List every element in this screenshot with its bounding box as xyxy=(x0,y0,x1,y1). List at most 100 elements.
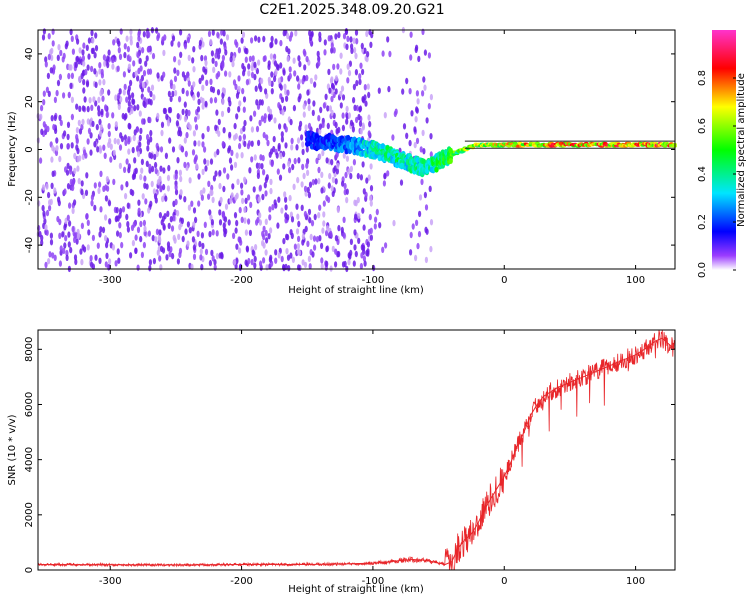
heatmap-noise-cell xyxy=(90,29,94,37)
heatmap-noise-cell xyxy=(102,144,106,151)
heatmap-noise-cell xyxy=(361,68,365,76)
heatmap-noise-cell xyxy=(415,44,419,51)
heatmap-noise-cell xyxy=(354,250,358,258)
heatmap-noise-cell xyxy=(118,88,122,95)
heatmap-noise-cell xyxy=(331,245,335,253)
heatmap-noise-cell xyxy=(276,222,280,229)
heatmap-noise-cell xyxy=(93,182,97,189)
heatmap-noise-cell xyxy=(257,196,261,203)
heatmap-noise-cell xyxy=(136,264,140,271)
heatmap-noise-cell xyxy=(413,141,417,149)
heatmap-noise-cell xyxy=(108,258,112,265)
heatmap-noise-cell xyxy=(140,251,144,259)
heatmap-noise-cell xyxy=(320,171,324,178)
heatmap-noise-cell xyxy=(240,216,244,223)
heatmap-noise-cell xyxy=(367,130,371,137)
heatmap-noise-cell xyxy=(221,98,225,106)
heatmap-noise-cell xyxy=(53,254,57,261)
heatmap-noise-cell xyxy=(47,53,51,61)
heatmap-noise-cell xyxy=(218,182,222,190)
heatmap-noise-cell xyxy=(417,230,422,238)
heatmap-noise-cell xyxy=(187,80,191,87)
heatmap-noise-cell xyxy=(159,146,164,153)
heatmap-noise-cell xyxy=(347,69,352,77)
heatmap-noise-cell xyxy=(269,42,273,49)
heatmap-noise-cell xyxy=(356,172,360,180)
heatmap-noise-cell xyxy=(80,258,84,266)
heatmap-noise-cell xyxy=(257,36,261,43)
snr-x-tick-label: -300 xyxy=(99,576,122,587)
heatmap-noise-cell xyxy=(214,60,218,68)
heatmap-noise-cell xyxy=(61,231,65,238)
heatmap-noise-cell xyxy=(267,113,271,121)
heatmap-noise-cell xyxy=(429,133,433,140)
heatmap-noise-cell xyxy=(198,39,202,47)
heatmap-noise-cell xyxy=(284,212,288,219)
heatmap-noise-cell xyxy=(70,142,74,149)
heatmap-noise-cell xyxy=(176,157,180,164)
heatmap-noise-cell xyxy=(276,168,280,175)
heatmap-noise-cell xyxy=(78,128,83,135)
heatmap-noise-cell xyxy=(303,210,307,218)
heatmap-noise-cell xyxy=(331,190,335,197)
heatmap-noise-cell xyxy=(47,191,51,199)
heatmap-noise-cell xyxy=(228,131,232,139)
heatmap-noise-cell xyxy=(367,174,371,181)
heatmap-noise-cell xyxy=(194,216,198,224)
heatmap-noise-cell xyxy=(158,175,162,183)
heatmap-noise-cell xyxy=(42,90,46,97)
heatmap-noise-cell xyxy=(287,160,291,167)
heatmap-noise-cell xyxy=(71,207,75,214)
heatmap-noise-cell xyxy=(197,140,201,147)
heatmap-noise-cell xyxy=(111,244,115,251)
heatmap-noise-cell xyxy=(39,157,43,164)
heatmap-noise-cell xyxy=(134,247,138,254)
snr-y-tick-label: 4000 xyxy=(24,447,35,472)
heatmap-noise-cell xyxy=(298,60,302,68)
heatmap-noise-cell xyxy=(170,40,174,47)
heatmap-noise-cell xyxy=(215,230,219,237)
heatmap-noise-cell xyxy=(288,166,292,174)
heatmap-noise-cell xyxy=(291,256,295,263)
heatmap-noise-cell xyxy=(278,123,282,130)
heatmap-noise-cell xyxy=(254,35,258,42)
heatmap-noise-cell xyxy=(118,162,122,170)
heatmap-noise-cell xyxy=(165,113,169,121)
heatmap-noise-cell xyxy=(359,174,363,181)
heatmap-noise-cell xyxy=(305,74,309,82)
snr-series-line xyxy=(37,329,676,571)
heatmap-noise-cell xyxy=(144,198,148,205)
heatmap-noise-cell xyxy=(375,208,379,216)
heatmap-noise-cell xyxy=(150,152,154,160)
heatmap-noise-cell xyxy=(137,207,141,214)
heatmap-noise-cell xyxy=(195,163,199,170)
heatmap-noise-cell xyxy=(320,242,324,250)
heatmap-noise-cell xyxy=(114,94,118,101)
heatmap-noise-cell xyxy=(94,81,98,89)
heatmap-noise-cell xyxy=(243,206,247,213)
heatmap-noise-cell xyxy=(77,177,81,185)
heatmap-noise-cell xyxy=(301,163,305,171)
heatmap-noise-cell xyxy=(264,190,268,197)
heatmap-noise-cell xyxy=(423,191,427,199)
heatmap-noise-cell xyxy=(65,169,70,176)
heatmap-noise-cell xyxy=(197,173,201,180)
heatmap-noise-cell xyxy=(138,134,142,142)
heatmap-noise-cell xyxy=(171,90,175,98)
heatmap-noise-cell xyxy=(262,169,266,176)
heatmap-noise-cell xyxy=(352,159,356,166)
heatmap-noise-cell xyxy=(98,130,103,137)
heatmap-noise-cell xyxy=(122,71,126,78)
heatmap-noise-cell xyxy=(238,206,242,214)
heatmap-noise-cell xyxy=(331,82,335,90)
heatmap-noise-cell xyxy=(270,88,274,95)
heatmap-noise-cell xyxy=(301,78,305,85)
heatmap-noise-cell xyxy=(332,167,336,174)
heatmap-noise-cell xyxy=(332,63,336,71)
heatmap-noise-cell xyxy=(97,187,101,194)
figure-title: C2E1.2025.348.09.20.G21 xyxy=(259,2,444,18)
heatmap-noise-cell xyxy=(222,222,226,229)
heatmap-noise-cell xyxy=(115,207,119,214)
heatmap-noise-cell xyxy=(83,96,87,103)
heatmap-noise-cell xyxy=(271,204,275,211)
